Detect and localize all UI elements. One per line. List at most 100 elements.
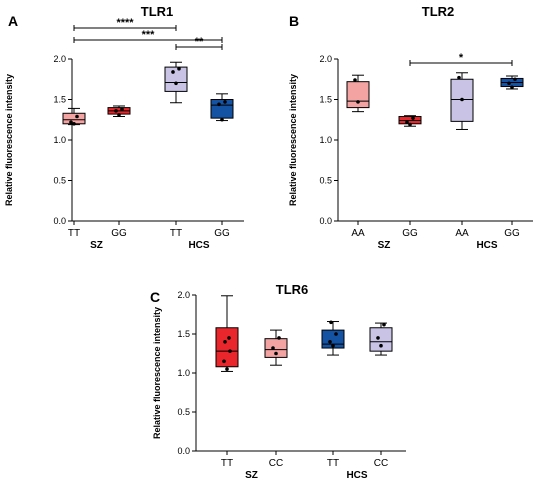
data-point <box>225 367 229 371</box>
data-point <box>329 320 333 325</box>
data-point <box>274 351 278 356</box>
x-tick-label: GG <box>214 228 230 239</box>
group-label: SZ <box>245 470 258 480</box>
data-point <box>513 77 517 82</box>
data-point <box>379 343 383 348</box>
y-tick-label: 1.0 <box>319 135 332 145</box>
data-point <box>328 340 332 344</box>
data-point <box>460 97 464 102</box>
data-point <box>376 336 380 340</box>
data-point <box>408 122 412 127</box>
data-point <box>223 340 227 344</box>
data-point <box>223 100 227 104</box>
box-iqr <box>215 327 239 368</box>
significance-label: * <box>459 52 464 64</box>
panel-letter: B <box>289 13 299 29</box>
y-tick-label: 0.0 <box>177 446 190 456</box>
y-tick-label: 0.0 <box>53 216 66 226</box>
box-3 <box>450 72 474 130</box>
box-4 <box>210 93 234 122</box>
significance-bracket: *** <box>73 29 223 43</box>
group-label: SZ <box>90 240 103 251</box>
x-tick-label: TT <box>170 228 182 239</box>
chart-title: TLR2 <box>422 4 455 19</box>
box-iqr <box>369 327 393 352</box>
data-point <box>356 100 360 104</box>
group-label: HCS <box>476 240 497 251</box>
data-point <box>405 120 409 124</box>
panel-a: A TLR1 0.0 0.5 1.0 1.5 2.0 Relative fluorescenc… <box>4 4 244 251</box>
data-point <box>117 113 121 117</box>
x-tick-label: AA <box>455 228 469 239</box>
y-tick-label: 1.5 <box>177 329 190 339</box>
group-label: HCS <box>188 240 209 251</box>
x-tick-label: GG <box>504 228 520 239</box>
significance-bracket: ** <box>175 36 223 50</box>
data-point <box>228 349 232 353</box>
box-iqr <box>210 99 234 119</box>
box-1 <box>346 74 370 113</box>
data-point <box>227 336 231 340</box>
y-tick-label: 1.5 <box>319 95 332 105</box>
box-3 <box>164 61 188 104</box>
group-label: SZ <box>378 240 391 251</box>
box-iqr <box>164 66 188 92</box>
x-tick-label: CC <box>269 458 283 469</box>
data-point <box>510 85 514 90</box>
box-1 <box>215 295 239 372</box>
significance-bracket: * <box>409 52 513 67</box>
y-axis-label: Relative fluorescence intensity <box>288 74 298 206</box>
data-point <box>507 81 511 86</box>
box-iqr <box>321 329 345 349</box>
data-point <box>277 336 281 340</box>
box-2 <box>107 105 131 118</box>
x-tick-label: CC <box>374 458 388 469</box>
data-point <box>120 107 124 112</box>
data-point <box>114 109 118 113</box>
x-tick-label: AA <box>351 228 365 239</box>
box-1 <box>62 107 86 126</box>
panel-letter: C <box>150 289 160 305</box>
x-tick-label: TT <box>327 458 339 469</box>
panel-letter: A <box>8 13 18 29</box>
data-point <box>72 122 76 126</box>
y-tick-label: 2.0 <box>319 54 332 64</box>
y-tick-label: 2.0 <box>177 290 190 300</box>
data-point <box>177 66 181 71</box>
data-point <box>75 114 79 119</box>
box-3 <box>321 320 345 356</box>
y-tick-label: 0.5 <box>53 176 66 186</box>
y-tick-label: 1.0 <box>53 135 66 145</box>
y-axis-label: Relative fluorescence intensity <box>4 74 14 206</box>
data-point <box>334 332 338 336</box>
y-tick-label: 1.5 <box>53 95 66 105</box>
data-point <box>171 70 175 74</box>
data-point <box>457 75 461 80</box>
box-4 <box>369 322 393 356</box>
x-tick-label: TT <box>221 458 233 469</box>
y-tick-label: 1.0 <box>177 368 190 378</box>
data-point <box>69 120 73 124</box>
data-point <box>174 81 178 86</box>
y-tick-label: 0.0 <box>319 216 332 226</box>
significance-label: *** <box>142 29 156 41</box>
y-tick-label: 0.5 <box>319 176 332 186</box>
box-4 <box>500 75 524 90</box>
chart-title: TLR1 <box>141 4 174 19</box>
data-point <box>220 117 224 122</box>
chart-title: TLR6 <box>276 282 309 297</box>
box-iqr <box>264 338 288 358</box>
y-tick-label: 2.0 <box>53 54 66 64</box>
significance-label: ** <box>195 36 204 48</box>
panel-c: C TLR6 0.0 0.5 1.0 1.5 2.0 Relative fluorescenc… <box>150 282 406 480</box>
significance-bracket: **** <box>73 17 177 31</box>
data-point <box>353 78 357 82</box>
data-point <box>217 102 221 107</box>
significance-label: **** <box>116 17 134 29</box>
x-tick-label: TT <box>68 228 80 239</box>
box-2 <box>398 115 422 127</box>
x-tick-label: GG <box>402 228 418 239</box>
panel-b: B TLR2 0.0 0.5 1.0 1.5 2.0 Relative fluorescenc… <box>288 4 533 251</box>
data-point <box>411 116 415 120</box>
